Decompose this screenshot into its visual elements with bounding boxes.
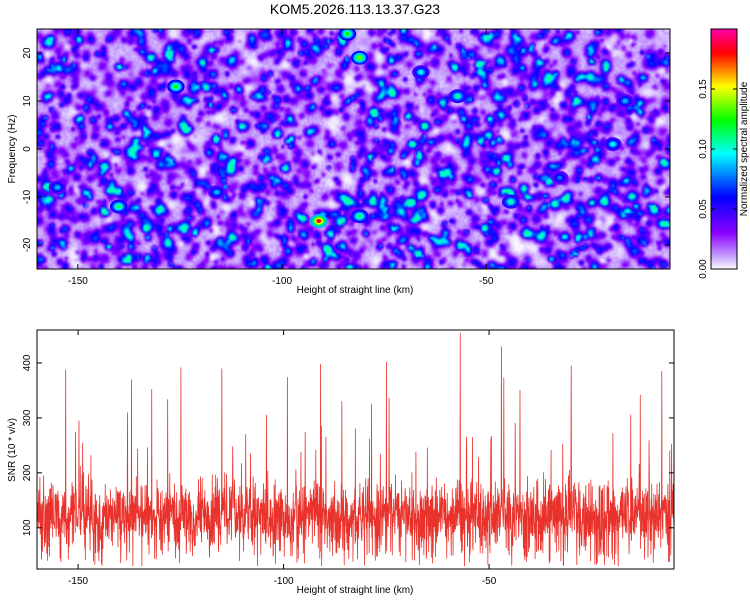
y-tick-label: 20 [22, 47, 33, 59]
heatmap-hotspot [48, 180, 67, 195]
y-tick-label: 400 [22, 354, 33, 371]
x-tick-label: -50 [482, 576, 497, 587]
colorbar: 0.00 0.05 0.10 0.15 Normalized spectral amp… [698, 28, 750, 279]
y-tick-label: 300 [22, 409, 33, 426]
x-tick-label: -100 [274, 576, 294, 587]
colorbar-ticks: 0.00 0.05 0.10 0.15 [698, 79, 737, 279]
colorbar-gradient [710, 28, 738, 270]
heatmap-hotspot [448, 89, 467, 104]
heatmap-hotspot [109, 199, 128, 214]
y-tick-label: -10 [22, 189, 33, 204]
heatmap-peak [310, 214, 328, 228]
heatmap-hotspot [338, 29, 357, 41]
line-y-axis-label: SNR (10 * v/v) [7, 418, 18, 482]
heatmap-hotspots [48, 29, 634, 228]
y-tick-label: 200 [22, 464, 33, 481]
line-x-axis-label: Height of straight line (km) [297, 585, 414, 596]
y-tick-label: 100 [22, 519, 33, 536]
line-plot-frame [36, 329, 675, 570]
y-tick-label: -20 [22, 237, 33, 252]
heatmap-x-ticks: -150 -100 -50 [68, 29, 494, 287]
x-tick-label: -100 [272, 276, 292, 287]
heatmap-hotspot [350, 209, 369, 224]
heatmap-y-ticks: -20 -10 0 10 20 [22, 47, 670, 252]
line-y-ticks: 100 200 300 400 [22, 354, 674, 536]
heatmap-hotspot [350, 50, 369, 65]
colorbar-tick-label: 0.10 [698, 139, 709, 159]
colorbar-tick-label: 0.15 [698, 79, 709, 99]
heatmap-hotspot [207, 185, 226, 200]
x-tick-label: -150 [68, 276, 88, 287]
snr-series-line [37, 332, 674, 567]
heatmap-hotspot [412, 65, 430, 80]
y-tick-label: 10 [22, 95, 33, 107]
figure-title: KOM5.2026.113.13.37.G23 [270, 1, 440, 17]
y-tick-label: 0 [22, 146, 33, 152]
heatmap-hotspot [167, 79, 185, 94]
heatmap-hotspot [604, 137, 622, 152]
heatmap-hotspot [501, 194, 520, 209]
heatmap-hotspot [550, 170, 569, 185]
colorbar-tick-label: 0.05 [698, 199, 709, 219]
colorbar-tick-label: 0.00 [698, 259, 709, 279]
heatmap-x-axis-label: Height of straight line (km) [297, 285, 414, 296]
heatmap-y-axis-label: Frequency (Hz) [7, 115, 18, 184]
heatmap-hotspot [616, 94, 634, 108]
heatmap-image [37, 29, 670, 269]
line-x-ticks: -150 -100 -50 [68, 330, 497, 587]
x-tick-label: -50 [479, 276, 494, 287]
snr-line-panel: -150 -100 -50 100 200 300 400 Height of strai… [7, 329, 675, 596]
x-tick-label: -150 [68, 576, 88, 587]
colorbar-label: Normalized spectral amplitude [739, 81, 750, 216]
